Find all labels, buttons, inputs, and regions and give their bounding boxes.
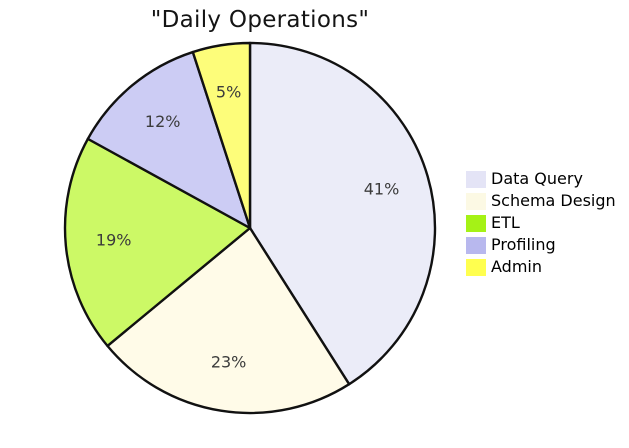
legend-swatch-profiling: [466, 236, 486, 254]
legend-item-etl: ETL: [466, 212, 616, 234]
pie-slice-etl: [63, 137, 252, 348]
legend: Data Query Schema Design ETL Profiling Admin: [466, 168, 616, 278]
slice-label-admin: 5%: [216, 82, 241, 101]
legend-item-profiling: Profiling: [466, 234, 616, 256]
legend-label-data-query: Data Query: [491, 169, 583, 188]
pie-slice-profiling: [86, 50, 252, 230]
legend-label-etl: ETL: [491, 213, 520, 232]
slice-label-data-query: 41%: [364, 179, 400, 198]
legend-label-schema-design: Schema Design: [491, 191, 616, 210]
slice-label-profiling: 12%: [145, 112, 181, 131]
pie-slice-admin: [191, 41, 252, 230]
legend-label-admin: Admin: [491, 257, 542, 276]
slice-label-etl: 19%: [96, 230, 132, 249]
legend-label-profiling: Profiling: [491, 235, 556, 254]
legend-item-admin: Admin: [466, 256, 616, 278]
legend-swatch-data-query: [466, 170, 486, 188]
legend-item-data-query: Data Query: [466, 168, 616, 190]
legend-swatch-schema-design: [466, 192, 486, 210]
legend-swatch-admin: [466, 258, 486, 276]
chart-title: "Daily Operations": [150, 7, 370, 33]
pie-slice-schema-design: [106, 226, 351, 415]
legend-swatch-etl: [466, 214, 486, 232]
slice-label-schema-design: 23%: [211, 353, 247, 372]
legend-item-schema-design: Schema Design: [466, 190, 616, 212]
